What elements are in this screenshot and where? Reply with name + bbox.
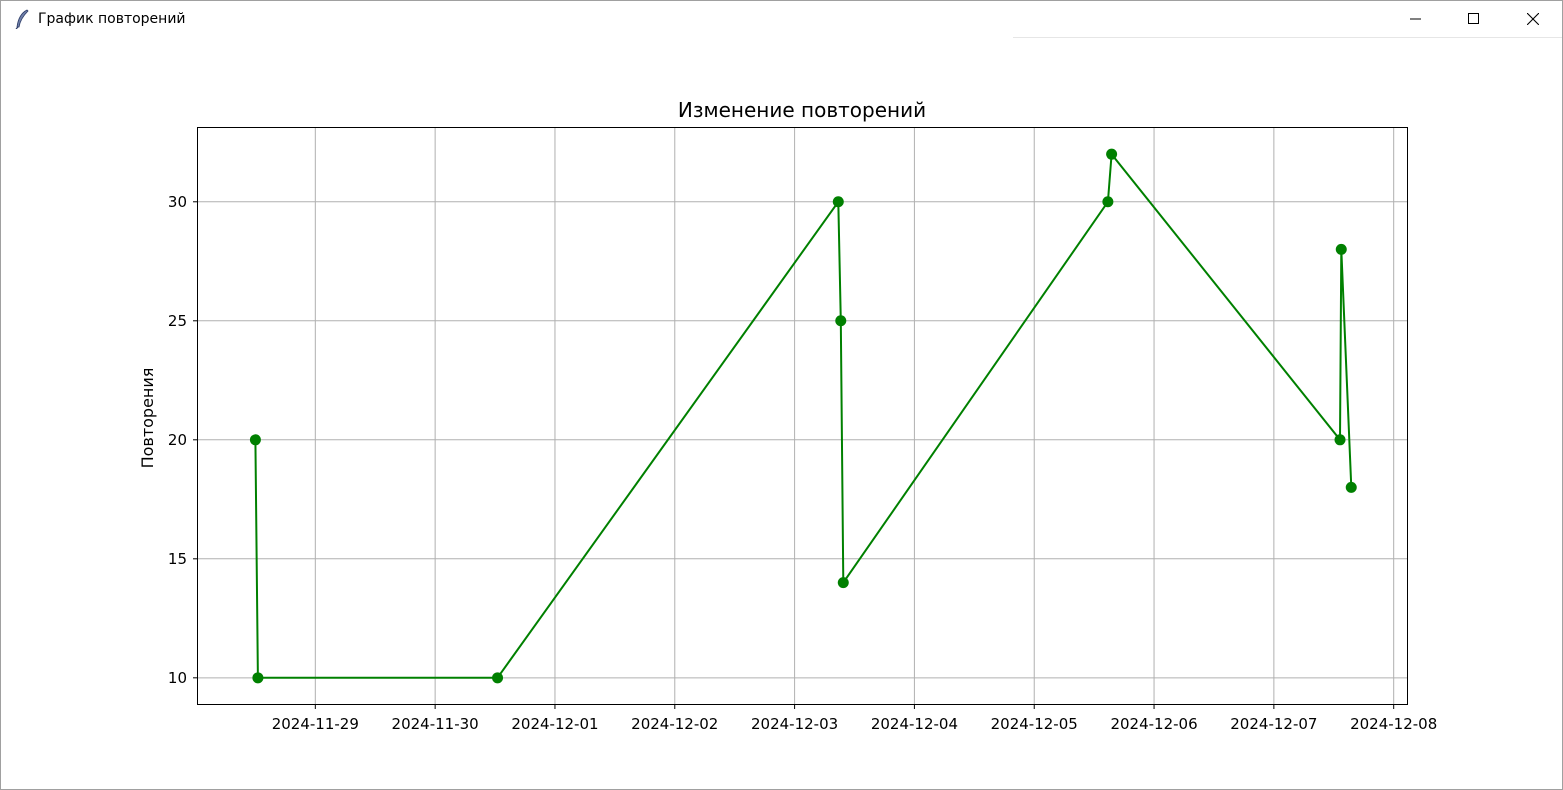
y-tick-label: 15 bbox=[168, 550, 187, 568]
title-bar[interactable]: График повторений bbox=[1, 1, 1562, 37]
data-point bbox=[1102, 196, 1114, 208]
y-tick-label: 25 bbox=[168, 312, 187, 330]
title-bar-divider bbox=[1013, 37, 1562, 38]
axis-ticks: 2024-11-29 2024-11-30 2024-12-01 2024-12-02… bbox=[168, 193, 1437, 733]
x-tick-label: 2024-12-08 bbox=[1350, 715, 1437, 733]
chart-title: Изменение повторений bbox=[678, 98, 926, 122]
series-markers bbox=[249, 148, 1357, 684]
data-point bbox=[837, 577, 849, 589]
minimize-icon bbox=[1410, 18, 1421, 20]
close-button[interactable] bbox=[1504, 1, 1562, 37]
maximize-icon bbox=[1468, 13, 1479, 24]
grid bbox=[198, 128, 1407, 704]
close-icon bbox=[1527, 13, 1539, 25]
x-tick-label: 2024-11-29 bbox=[272, 715, 359, 733]
series-line-layer bbox=[254, 151, 1353, 679]
maximize-button[interactable] bbox=[1445, 1, 1503, 37]
x-tick-label: 2024-12-01 bbox=[511, 715, 598, 733]
x-tick-label: 2024-12-06 bbox=[1110, 715, 1197, 733]
minimize-button[interactable] bbox=[1387, 1, 1445, 37]
x-tick-label: 2024-12-04 bbox=[871, 715, 958, 733]
x-tick-label: 2024-12-07 bbox=[1230, 715, 1317, 733]
x-tick-label: 2024-12-05 bbox=[991, 715, 1078, 733]
x-tick-label: 2024-11-30 bbox=[392, 715, 479, 733]
data-point bbox=[1335, 243, 1347, 255]
x-tick-label: 2024-12-03 bbox=[751, 715, 838, 733]
data-point bbox=[249, 434, 261, 446]
feather-icon bbox=[15, 9, 29, 29]
y-tick-label: 10 bbox=[168, 669, 187, 687]
data-point bbox=[1345, 481, 1357, 493]
y-tick-label: 20 bbox=[168, 431, 187, 449]
y-axis-title: Повторения bbox=[138, 368, 157, 469]
data-point bbox=[1334, 434, 1346, 446]
window-title: График повторений bbox=[38, 11, 186, 27]
series-line bbox=[254, 151, 1353, 679]
data-point bbox=[492, 672, 504, 684]
plot-area-frame bbox=[197, 127, 1408, 705]
data-point bbox=[835, 315, 847, 327]
y-tick-label: 30 bbox=[168, 193, 187, 211]
x-tick-label: 2024-12-02 bbox=[631, 715, 718, 733]
data-point bbox=[252, 672, 264, 684]
data-point bbox=[832, 196, 844, 208]
data-point bbox=[1106, 148, 1118, 160]
